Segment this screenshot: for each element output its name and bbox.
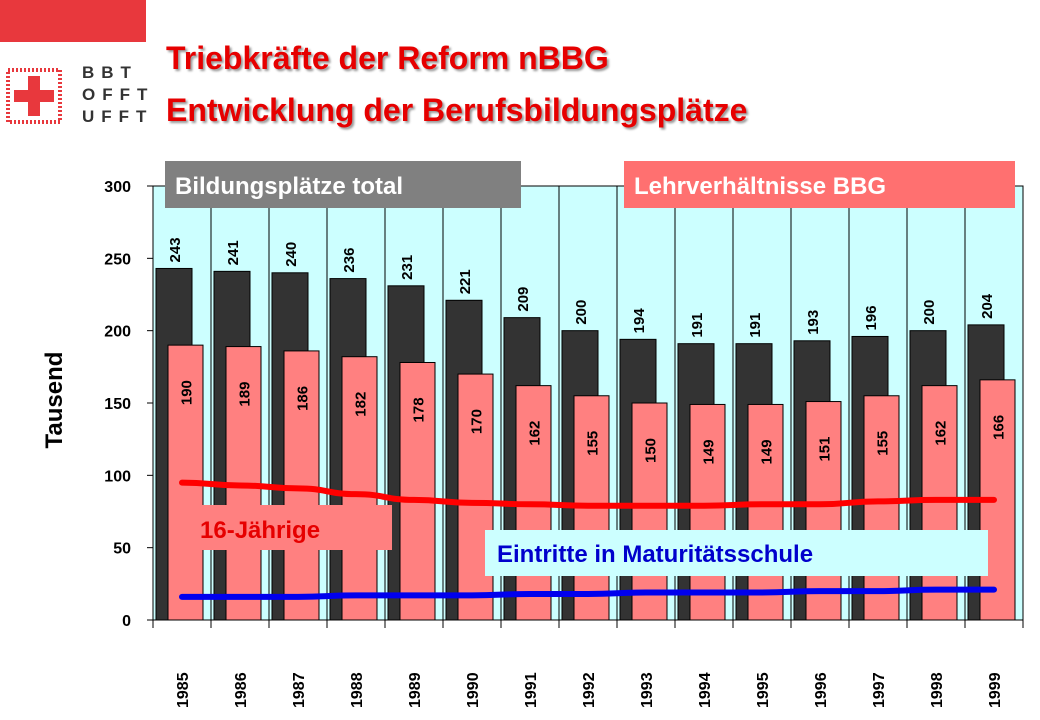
bar-lehr <box>747 403 784 621</box>
bar-total-label: 194 <box>631 308 648 334</box>
x-tick-label: 1995 <box>755 672 772 708</box>
x-tick-label: 1985 <box>175 672 192 708</box>
swiss-cross-icon <box>6 68 62 124</box>
legend-lehr-label: Lehrverhältnisse BBG <box>634 173 886 200</box>
bar-total-label: 193 <box>805 310 822 335</box>
x-tick-label: 1999 <box>987 672 1004 708</box>
bar-total-label: 204 <box>979 293 996 319</box>
bar-lehr-label: 149 <box>701 439 718 464</box>
line-maturitaet <box>179 586 997 600</box>
bar-lehr-label: 178 <box>411 397 428 422</box>
x-tick-label: 1998 <box>929 672 946 708</box>
bar-total-label: 236 <box>341 248 358 273</box>
bar-lehr-label: 162 <box>527 421 544 446</box>
logo-bar <box>0 0 146 42</box>
bar-total-label: 200 <box>573 300 590 325</box>
bar-total-label: 191 <box>689 313 706 338</box>
bar-lehr-label: 162 <box>933 421 950 446</box>
x-tick-label: 1997 <box>871 672 888 708</box>
bar-total-label: 209 <box>515 287 532 312</box>
bar-total-label: 191 <box>747 313 764 338</box>
legend-lehr-box <box>624 161 1015 208</box>
bar-total-label: 231 <box>399 255 416 280</box>
x-tick-label: 1992 <box>581 672 598 708</box>
legend-total-box <box>165 161 521 208</box>
series-label-maturitaet: Eintritte in Maturitätsschule <box>497 541 813 568</box>
bar-lehr-label: 151 <box>817 437 834 462</box>
bar-lehr <box>805 401 842 621</box>
bar-lehr <box>341 356 378 621</box>
series-label-maturitaet-box <box>485 530 988 576</box>
bar-lehr <box>631 402 668 621</box>
bar-lehr-label: 155 <box>585 431 602 456</box>
x-tick-label: 1986 <box>233 672 250 708</box>
bar-lehr-label: 190 <box>179 380 196 405</box>
bar-lehr <box>399 361 436 621</box>
bar-lehr <box>457 373 494 621</box>
bar-lehr-label: 189 <box>237 382 254 407</box>
logo-line-3: UFFT <box>82 107 154 126</box>
y-tick-label: 250 <box>104 251 131 268</box>
y-tick-label: 100 <box>104 468 131 485</box>
series-label-16-box <box>189 505 392 550</box>
bar-total-label: 240 <box>283 242 300 267</box>
x-tick-label: 1991 <box>523 672 540 708</box>
logo-line-1: BBT <box>82 63 138 82</box>
x-tick-label: 1989 <box>407 672 424 708</box>
bar-total-label: 243 <box>167 237 184 262</box>
y-axis-label: Tausend <box>41 352 68 449</box>
y-tick-label: 50 <box>113 541 131 558</box>
x-tick-label: 1993 <box>639 672 656 708</box>
legend-total-label: Bildungsplätze total <box>175 173 403 200</box>
page-title: Triebkräfte der Reform nBBG <box>166 40 609 76</box>
page-subtitle: Entwicklung der Berufsbildungsplätze <box>166 92 748 128</box>
bar-lehr-label: 149 <box>759 439 776 464</box>
bar-lehr <box>689 403 726 621</box>
x-tick-label: 1987 <box>291 672 308 708</box>
series-label-16: 16-Jährige <box>200 517 320 544</box>
bar-lehr-label: 166 <box>991 415 1008 440</box>
logo-text: BBT OFFT UFFT <box>82 62 154 128</box>
logo-line-2: OFFT <box>82 85 155 104</box>
x-tick-label: 1994 <box>697 672 714 708</box>
y-tick-label: 200 <box>104 324 131 341</box>
bar-lehr-label: 150 <box>643 438 660 463</box>
bar-lehr <box>863 395 900 621</box>
bar-lehr-label: 155 <box>875 431 892 456</box>
bar-total-label: 221 <box>457 269 474 294</box>
bar-total-label: 196 <box>863 305 880 330</box>
bar-lehr-label: 182 <box>353 392 370 417</box>
y-tick-label: 0 <box>122 613 131 630</box>
x-tick-label: 1988 <box>349 672 366 708</box>
x-tick-label: 1990 <box>465 672 482 708</box>
y-tick-label: 300 <box>104 179 131 196</box>
bar-lehr-label: 186 <box>295 386 312 411</box>
x-tick-label: 1996 <box>813 672 830 708</box>
bar-total-label: 241 <box>225 240 242 265</box>
bar-total-label: 200 <box>921 300 938 325</box>
line-16-jaehrige <box>179 479 997 509</box>
bar-lehr-label: 170 <box>469 409 486 434</box>
y-tick-label: 150 <box>104 396 131 413</box>
